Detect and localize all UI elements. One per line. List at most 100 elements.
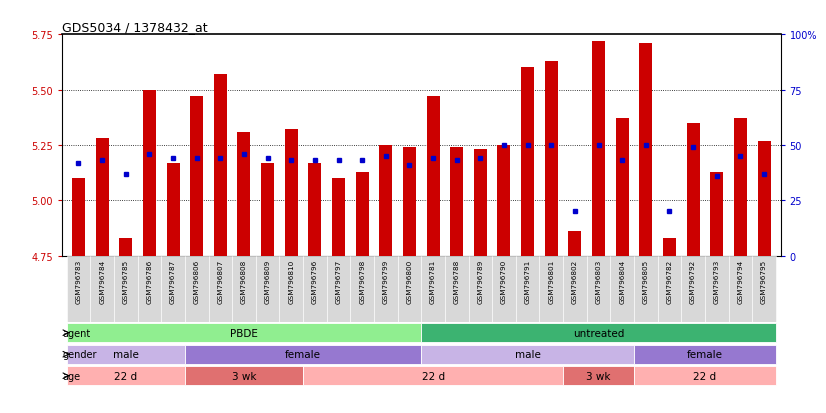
FancyBboxPatch shape xyxy=(634,345,776,364)
FancyBboxPatch shape xyxy=(232,256,256,322)
FancyBboxPatch shape xyxy=(492,256,515,322)
Text: GSM796788: GSM796788 xyxy=(453,259,460,303)
Bar xyxy=(261,163,274,256)
Bar xyxy=(379,146,392,256)
Text: GSM796808: GSM796808 xyxy=(241,259,247,303)
Text: GSM796785: GSM796785 xyxy=(123,259,129,303)
Text: GSM796809: GSM796809 xyxy=(264,259,271,303)
Text: gender: gender xyxy=(63,349,97,359)
FancyBboxPatch shape xyxy=(468,256,492,322)
FancyBboxPatch shape xyxy=(563,366,634,385)
Bar xyxy=(119,238,132,256)
Bar xyxy=(356,172,368,256)
Bar xyxy=(332,179,345,256)
Text: GSM796804: GSM796804 xyxy=(620,259,625,303)
Bar xyxy=(190,97,203,256)
Bar xyxy=(639,44,653,256)
FancyBboxPatch shape xyxy=(752,256,776,322)
Text: untreated: untreated xyxy=(573,328,624,338)
Text: GSM796793: GSM796793 xyxy=(714,259,719,303)
Text: GSM796792: GSM796792 xyxy=(690,259,696,303)
Text: PBDE: PBDE xyxy=(230,328,258,338)
Bar xyxy=(285,130,297,256)
Bar xyxy=(143,90,156,256)
Text: GSM796799: GSM796799 xyxy=(382,259,389,303)
Text: male: male xyxy=(113,349,139,359)
Bar xyxy=(545,62,558,256)
FancyBboxPatch shape xyxy=(185,366,303,385)
FancyBboxPatch shape xyxy=(67,366,185,385)
Text: GSM796810: GSM796810 xyxy=(288,259,294,303)
FancyBboxPatch shape xyxy=(445,256,468,322)
Text: GSM796801: GSM796801 xyxy=(548,259,554,303)
FancyBboxPatch shape xyxy=(185,345,421,364)
Bar xyxy=(757,141,771,256)
Text: GSM796796: GSM796796 xyxy=(312,259,318,303)
FancyBboxPatch shape xyxy=(114,256,138,322)
FancyBboxPatch shape xyxy=(681,256,705,322)
Text: GSM796783: GSM796783 xyxy=(75,259,82,303)
Text: 3 wk: 3 wk xyxy=(586,371,610,381)
Text: GSM796794: GSM796794 xyxy=(738,259,743,303)
FancyBboxPatch shape xyxy=(256,256,279,322)
Bar xyxy=(72,179,85,256)
Bar xyxy=(214,75,227,256)
FancyBboxPatch shape xyxy=(705,256,729,322)
Text: GSM796784: GSM796784 xyxy=(99,259,105,303)
FancyBboxPatch shape xyxy=(421,256,445,322)
FancyBboxPatch shape xyxy=(729,256,752,322)
Text: female: female xyxy=(687,349,723,359)
FancyBboxPatch shape xyxy=(67,256,90,322)
Bar xyxy=(686,123,700,256)
FancyBboxPatch shape xyxy=(138,256,161,322)
FancyBboxPatch shape xyxy=(515,256,539,322)
Text: male: male xyxy=(515,349,540,359)
Bar xyxy=(167,163,179,256)
Text: GSM796798: GSM796798 xyxy=(359,259,365,303)
FancyBboxPatch shape xyxy=(208,256,232,322)
Text: GSM796806: GSM796806 xyxy=(193,259,200,303)
FancyBboxPatch shape xyxy=(185,256,208,322)
Bar xyxy=(592,42,605,256)
FancyBboxPatch shape xyxy=(303,366,563,385)
Bar xyxy=(96,139,109,256)
FancyBboxPatch shape xyxy=(90,256,114,322)
Text: GSM796805: GSM796805 xyxy=(643,259,649,303)
FancyBboxPatch shape xyxy=(421,345,634,364)
Bar xyxy=(710,172,724,256)
Text: 3 wk: 3 wk xyxy=(232,371,256,381)
FancyBboxPatch shape xyxy=(350,256,374,322)
Text: GSM796790: GSM796790 xyxy=(501,259,507,303)
Bar xyxy=(474,150,487,256)
Text: GSM796781: GSM796781 xyxy=(430,259,436,303)
FancyBboxPatch shape xyxy=(539,256,563,322)
Text: GSM796800: GSM796800 xyxy=(406,259,412,303)
FancyBboxPatch shape xyxy=(586,256,610,322)
FancyBboxPatch shape xyxy=(563,256,586,322)
Bar xyxy=(568,232,582,256)
Text: GSM796786: GSM796786 xyxy=(146,259,153,303)
Bar xyxy=(426,97,439,256)
FancyBboxPatch shape xyxy=(634,256,657,322)
FancyBboxPatch shape xyxy=(657,256,681,322)
FancyBboxPatch shape xyxy=(161,256,185,322)
FancyBboxPatch shape xyxy=(421,323,776,342)
Text: GDS5034 / 1378432_at: GDS5034 / 1378432_at xyxy=(62,21,207,34)
Bar xyxy=(663,238,676,256)
FancyBboxPatch shape xyxy=(303,256,327,322)
Text: GSM796803: GSM796803 xyxy=(596,259,601,303)
Text: GSM796802: GSM796802 xyxy=(572,259,578,303)
FancyBboxPatch shape xyxy=(374,256,397,322)
Text: GSM796807: GSM796807 xyxy=(217,259,223,303)
Bar xyxy=(308,163,321,256)
FancyBboxPatch shape xyxy=(634,366,776,385)
FancyBboxPatch shape xyxy=(279,256,303,322)
Text: GSM796782: GSM796782 xyxy=(667,259,672,303)
Text: 22 d: 22 d xyxy=(693,371,716,381)
Text: GSM796791: GSM796791 xyxy=(525,259,530,303)
Text: GSM796797: GSM796797 xyxy=(335,259,341,303)
Text: GSM796789: GSM796789 xyxy=(477,259,483,303)
Text: age: age xyxy=(63,371,81,381)
Text: GSM796795: GSM796795 xyxy=(761,259,767,303)
FancyBboxPatch shape xyxy=(397,256,421,322)
